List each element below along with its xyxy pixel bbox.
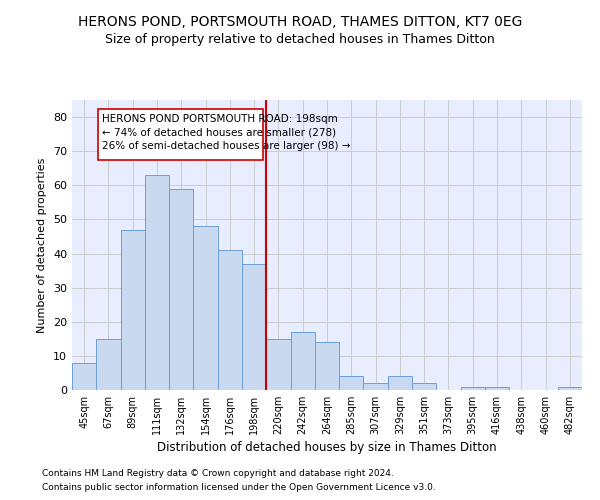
Bar (388, 376, 412, 390)
Text: HERONS POND, PORTSMOUTH ROAD, THAMES DITTON, KT7 0EG: HERONS POND, PORTSMOUTH ROAD, THAMES DIT… (78, 15, 522, 29)
Bar (96, 339, 121, 390)
Bar (339, 376, 364, 390)
Bar (242, 264, 266, 390)
Bar (364, 383, 388, 390)
Bar (169, 188, 193, 390)
FancyBboxPatch shape (97, 108, 263, 160)
Text: ← 74% of detached houses are smaller (278): ← 74% of detached houses are smaller (27… (103, 128, 337, 138)
Text: Contains HM Land Registry data © Crown copyright and database right 2024.: Contains HM Land Registry data © Crown c… (42, 468, 394, 477)
Bar (315, 342, 339, 390)
Bar (290, 332, 315, 390)
Y-axis label: Number of detached properties: Number of detached properties (37, 158, 47, 332)
Text: Size of property relative to detached houses in Thames Ditton: Size of property relative to detached ho… (105, 32, 495, 46)
Text: 26% of semi-detached houses are larger (98) →: 26% of semi-detached houses are larger (… (103, 141, 351, 151)
Bar (218, 250, 242, 390)
Bar (193, 226, 218, 390)
Text: Contains public sector information licensed under the Open Government Licence v3: Contains public sector information licen… (42, 484, 436, 492)
Bar (266, 339, 290, 390)
Bar (72, 362, 96, 390)
Text: HERONS POND PORTSMOUTH ROAD: 198sqm: HERONS POND PORTSMOUTH ROAD: 198sqm (103, 114, 338, 124)
Bar (461, 386, 485, 390)
Bar (121, 230, 145, 390)
X-axis label: Distribution of detached houses by size in Thames Ditton: Distribution of detached houses by size … (157, 441, 497, 454)
Bar (485, 386, 509, 390)
Bar (558, 386, 582, 390)
Bar (412, 383, 436, 390)
Bar (145, 175, 169, 390)
